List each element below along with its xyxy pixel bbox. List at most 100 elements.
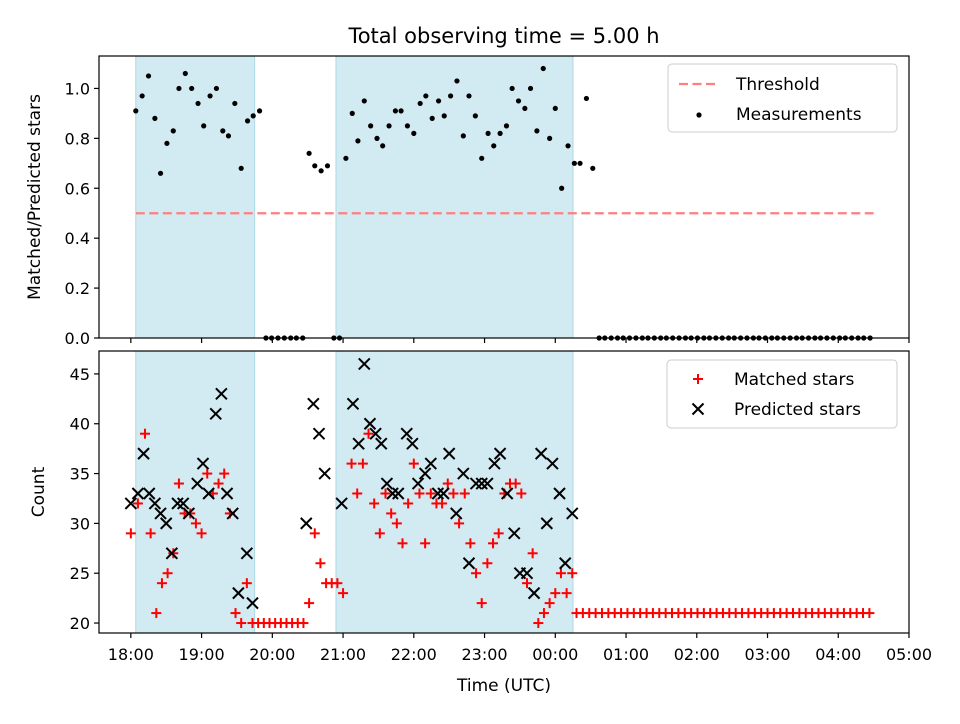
measurement-point <box>213 85 220 92</box>
measurement-point <box>343 155 349 161</box>
measurement-point <box>368 123 374 129</box>
measurement-point <box>404 123 411 129</box>
x-tick-label: 20:00 <box>249 645 295 664</box>
matched-star-point <box>338 588 349 599</box>
x-tick-label: 19:00 <box>179 645 225 664</box>
predicted-star-point <box>307 397 320 411</box>
predicted-star-point <box>442 447 456 460</box>
predicted-star-stroke-b <box>437 487 450 500</box>
top-y-axis-label: Matched/Predicted stars <box>25 94 45 300</box>
predicted-star-point <box>182 507 196 520</box>
matched-star-point <box>414 488 425 499</box>
predicted-star-stroke-b <box>176 497 190 510</box>
matched-star-point <box>567 568 578 579</box>
measurement-point <box>429 115 435 121</box>
y-tick-label: 35 <box>70 465 90 484</box>
bottom-plot-frame <box>98 350 910 634</box>
predicted-star-point <box>406 437 419 450</box>
measurement-point <box>398 108 404 114</box>
predicted-star-point <box>312 427 326 440</box>
predicted-star-stroke-b <box>346 397 360 411</box>
predicted-star-stroke-b <box>475 477 488 490</box>
measurement-point <box>503 123 510 129</box>
predicted-star-stroke-b <box>457 467 470 480</box>
predicted-star-stroke-b <box>226 507 239 520</box>
predicted-star-point <box>240 547 254 560</box>
measurement-point <box>164 140 170 146</box>
matched-star-point <box>139 428 150 439</box>
matched-star-point <box>125 528 136 539</box>
matched-stars-series <box>125 428 875 629</box>
y-tick-label: 25 <box>70 564 90 583</box>
predicted-star-point <box>481 477 494 490</box>
predicted-star-stroke-b <box>500 487 514 500</box>
matched-star-point <box>516 488 527 499</box>
predicted-star-stroke-b <box>240 547 254 560</box>
y-tick-label: 1.0 <box>65 79 90 98</box>
predicted-star-stroke-b <box>300 517 313 530</box>
measurement-point <box>515 98 522 104</box>
predicted-star-stroke-b <box>392 487 405 500</box>
predicted-star-stroke-b <box>527 586 541 600</box>
matched-star-point <box>304 598 315 609</box>
predicted-star-stroke-b <box>546 457 559 470</box>
legend-predicted-swatch <box>691 402 705 416</box>
measurement-point <box>583 95 590 102</box>
predicted-star-point <box>437 487 450 500</box>
x-axis-label: Time (UTC) <box>456 676 551 696</box>
predicted-star-point <box>450 507 463 520</box>
predicted-star-point <box>411 477 425 490</box>
predicted-star-stroke-b <box>196 457 210 470</box>
predicted-star-point <box>148 497 162 510</box>
matched-star-point <box>346 458 357 469</box>
measurement-point <box>534 128 540 134</box>
x-tick-label: 23:00 <box>461 645 507 664</box>
predicted-star-point <box>131 487 145 500</box>
predicted-star-point <box>540 517 554 530</box>
predicted-star-stroke-b <box>131 487 145 500</box>
measurement-point <box>250 113 256 119</box>
predicted-star-stroke-b <box>400 427 413 440</box>
predicted-star-stroke-b <box>143 487 156 500</box>
predicted-star-stroke-b <box>534 447 548 460</box>
matched-star-point <box>230 608 241 619</box>
measurement-point <box>225 133 232 139</box>
measurement-point <box>220 128 226 134</box>
bottom-panel: 20 25 30 35 40 45 18:00 19:00 20:00 21:00 22:00 23… <box>29 350 932 696</box>
y-tick-label: 0.0 <box>65 329 90 348</box>
matched-star-point <box>145 528 156 539</box>
predicted-star-point <box>318 467 331 480</box>
predicted-star-point <box>363 417 377 430</box>
matched-star-point <box>521 578 532 589</box>
measurement-point <box>386 123 392 129</box>
predicted-star-point <box>143 487 156 500</box>
matched-star-point <box>190 518 201 529</box>
measurement-point <box>411 130 417 136</box>
measurement-point <box>454 78 460 84</box>
shaded-interval <box>335 56 573 338</box>
measurement-point <box>466 93 472 99</box>
matched-star-point <box>437 498 448 509</box>
matched-star-point <box>357 458 368 469</box>
predicted-star-stroke-b <box>488 457 501 470</box>
top-x-axis <box>130 338 910 343</box>
measurement-point <box>491 143 497 149</box>
x-tick-label: 21:00 <box>320 645 366 664</box>
predicted-star-point <box>191 477 204 490</box>
matched-star-point <box>425 488 436 499</box>
matched-star-point <box>482 558 493 569</box>
predicted-star-stroke-b <box>380 477 394 490</box>
predicted-star-point <box>358 357 371 371</box>
top-legend-box <box>667 63 898 133</box>
measurement-point <box>380 143 386 149</box>
predicted-star-point <box>209 407 222 420</box>
predicted-star-stroke-b <box>462 557 476 570</box>
predicted-star-point <box>202 487 215 500</box>
predicted-star-stroke-b <box>411 477 425 490</box>
measurement-point <box>527 85 534 92</box>
measurement-point <box>133 108 139 114</box>
shaded-interval <box>135 351 255 633</box>
predicted-star-point <box>154 507 167 520</box>
predicted-star-point <box>475 477 488 490</box>
